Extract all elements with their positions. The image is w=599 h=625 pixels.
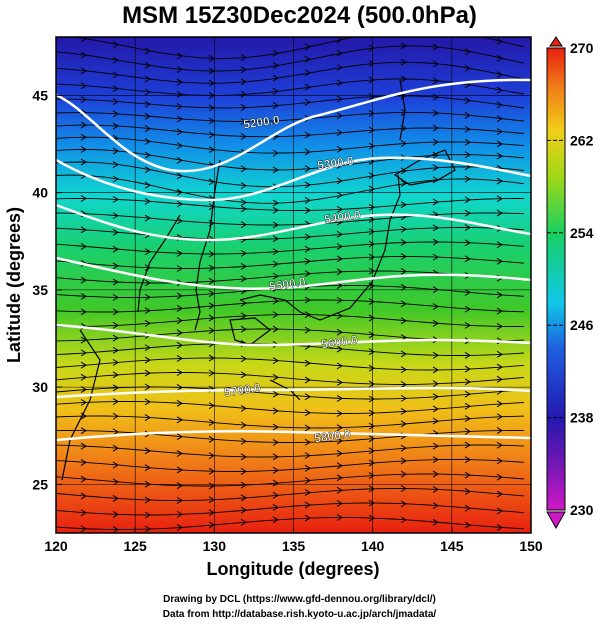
lat-lon-grid bbox=[56, 37, 531, 533]
colorbar-tick-label: 238 bbox=[570, 410, 594, 426]
colorbar: 230 238 246 254 262 270 bbox=[546, 36, 594, 530]
height-contour-line bbox=[56, 386, 531, 399]
y-tick-label: 40 bbox=[32, 185, 48, 201]
x-axis-ticks: 120 125 130 135 140 145 150 bbox=[44, 527, 543, 554]
contour-label: 5300.0 bbox=[316, 154, 355, 173]
x-tick-label: 140 bbox=[361, 538, 385, 554]
x-tick-label: 130 bbox=[203, 538, 227, 554]
height-contour-line bbox=[56, 203, 531, 242]
y-tick-label: 30 bbox=[32, 379, 48, 395]
y-axis-ticks: 25 30 35 40 45 bbox=[32, 87, 62, 492]
contour-label: 5600.0 bbox=[320, 333, 359, 352]
colorbar-tick-label: 246 bbox=[570, 317, 594, 333]
x-tick-label: 135 bbox=[282, 538, 306, 554]
x-axis-label: Longitude (degrees) bbox=[206, 559, 379, 579]
credit-data: Data from http://database.rish.kyoto-u.a… bbox=[162, 609, 437, 620]
page-title: MSM 15Z30Dec2024 (500.0hPa) bbox=[122, 2, 477, 29]
wind-streamlines bbox=[56, 37, 525, 533]
colorbar-tick-label: 262 bbox=[570, 132, 594, 148]
x-tick-label: 150 bbox=[519, 538, 543, 554]
contour-labels: 5200.0 5300.0 5400.0 5500.0 5600.0 5700.0 5800… bbox=[223, 112, 362, 446]
y-tick-label: 45 bbox=[32, 87, 48, 103]
y-tick-label: 25 bbox=[32, 476, 48, 492]
colorbar-tick-label: 254 bbox=[570, 225, 594, 241]
colorbar-max-arrow bbox=[549, 36, 563, 47]
colorbar-ticks: 230 238 246 254 262 270 bbox=[547, 40, 594, 518]
height-contour-line bbox=[56, 78, 531, 173]
y-tick-label: 35 bbox=[32, 282, 48, 298]
x-tick-label: 125 bbox=[123, 538, 147, 554]
coastlines bbox=[61, 79, 456, 481]
colorbar-tick-label: 270 bbox=[570, 40, 594, 56]
contour-label: 5800.0 bbox=[313, 427, 352, 446]
contour-label: 5700.0 bbox=[223, 381, 262, 400]
y-axis-label: Latitude (degrees) bbox=[4, 207, 24, 363]
height-contour-line bbox=[56, 156, 531, 202]
height-contour-line bbox=[56, 256, 531, 291]
colorbar-bar bbox=[546, 47, 566, 511]
credit-dcl: Drawing by DCL (https://www.gfd-dennou.o… bbox=[163, 594, 436, 605]
contour-label: 5200.0 bbox=[242, 113, 281, 132]
height-contour-line bbox=[56, 430, 531, 442]
x-tick-label: 120 bbox=[44, 538, 68, 554]
contour-label: 5400.0 bbox=[323, 208, 362, 227]
contour-label: 5500.0 bbox=[268, 275, 307, 294]
x-tick-label: 145 bbox=[440, 538, 464, 554]
height-contours bbox=[56, 78, 531, 442]
height-contour-line bbox=[56, 323, 531, 347]
colorbar-min-arrow bbox=[546, 511, 566, 530]
colorbar-tick-label: 230 bbox=[570, 502, 594, 518]
